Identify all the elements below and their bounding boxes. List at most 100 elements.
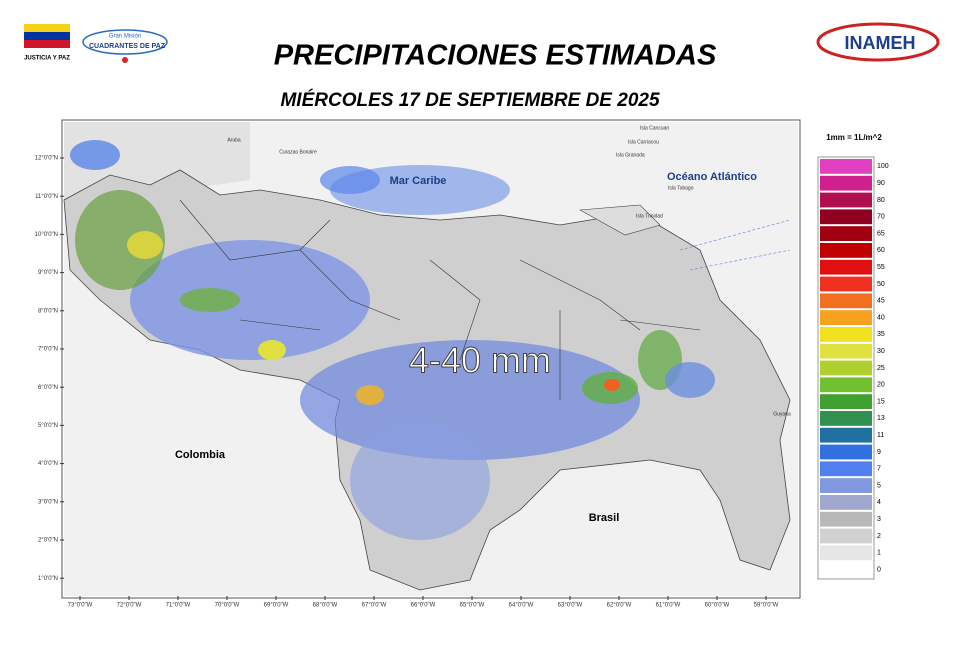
lon-tick-label: 63°0'0"W xyxy=(558,603,583,609)
lat-tick-label: 2°0'0"N xyxy=(38,538,58,544)
lon-tick-label: 67°0'0"W xyxy=(362,603,387,609)
legend-label: 0 xyxy=(877,566,881,573)
lon-tick-label: 69°0'0"W xyxy=(264,603,289,609)
legend-label: 2 xyxy=(877,533,881,540)
lon-ticks: 73°0'0"W 72°0'0"W 71°0'0"W 70°0'0"W 69°0'0"W… xyxy=(68,596,779,609)
legend-label: 50 xyxy=(877,281,885,288)
legend-label: 7 xyxy=(877,466,881,473)
legend-swatch xyxy=(820,259,872,275)
lon-tick-label: 59°0'0"W xyxy=(754,603,779,609)
legend-swatch xyxy=(820,444,872,460)
place-label: Guyana xyxy=(773,411,791,417)
legend-swatch xyxy=(820,394,872,409)
lat-tick-label: 12°0'0"N xyxy=(35,156,58,162)
lon-tick-label: 71°0'0"W xyxy=(166,603,191,609)
legend-label: 80 xyxy=(877,197,885,204)
lat-tick-label: 6°0'0"N xyxy=(38,385,58,391)
legend-swatch xyxy=(820,327,872,342)
lon-tick-label: 65°0'0"W xyxy=(460,603,485,609)
subtitle: MIÉRCOLES 17 DE SEPTIEMBRE DE 2025 xyxy=(280,89,659,111)
place-label: Colombia xyxy=(175,449,226,461)
legend-label: 5 xyxy=(877,482,881,489)
legend-label: 9 xyxy=(877,449,881,456)
legend-swatch xyxy=(820,478,872,493)
legend-label: 11 xyxy=(877,432,884,439)
lat-tick-label: 5°0'0"N xyxy=(38,423,58,429)
logo-right-ring xyxy=(816,22,940,62)
legend-swatch xyxy=(820,192,872,208)
legend-label: 25 xyxy=(877,365,885,372)
place-label: Curazao Bonaire xyxy=(279,149,317,155)
place-label: Mar Caribe xyxy=(390,175,447,187)
lat-tick-label: 10°0'0"N xyxy=(35,232,58,238)
title: PRECIPITACIONES ESTIMADAS xyxy=(274,40,717,72)
map-image xyxy=(63,122,798,596)
lat-tick-label: 9°0'0"N xyxy=(38,270,58,276)
legend-swatch xyxy=(820,360,872,376)
logo-mid-top: Gran Misión xyxy=(109,34,141,40)
legend-swatch xyxy=(820,411,872,426)
legend-swatch xyxy=(820,377,872,393)
place-label: Isla Cancuan xyxy=(640,125,669,131)
legend-swatch xyxy=(820,427,872,443)
legend-label: 35 xyxy=(877,331,885,338)
legend-label: 20 xyxy=(877,382,885,389)
legend-swatch xyxy=(820,209,872,225)
lon-tick-label: 64°0'0"W xyxy=(509,603,534,609)
place-label: Océano Atlántico xyxy=(667,171,757,183)
legend-label: 60 xyxy=(877,247,885,254)
lat-tick-label: 7°0'0"N xyxy=(38,347,58,353)
lon-tick-label: 73°0'0"W xyxy=(68,603,93,609)
legend: 1009080706560555045403530252015131197543… xyxy=(817,156,889,580)
legend-label: 13 xyxy=(877,415,885,422)
lat-tick-label: 1°0'0"N xyxy=(38,576,58,582)
legend-label: 15 xyxy=(877,398,885,405)
logo-caption: JUSTICIA Y PAZ xyxy=(24,56,70,62)
lat-tick-label: 11°0'0"N xyxy=(35,194,58,200)
lon-tick-label: 68°0'0"W xyxy=(313,603,338,609)
legend-swatch xyxy=(820,175,872,191)
place-label: Isla Tobago xyxy=(668,185,694,191)
legend-label: 1 xyxy=(877,550,881,557)
headline: 4-40 mm xyxy=(409,340,551,381)
place-label: Isla Carriacou xyxy=(628,139,659,145)
place-label: Isla Granada xyxy=(616,152,645,158)
place-label: Brasil xyxy=(589,512,620,524)
lat-tick-label: 3°0'0"N xyxy=(38,499,58,505)
legend-label: 100 xyxy=(877,163,889,170)
logo-mid xyxy=(82,29,168,63)
legend-swatch xyxy=(820,159,872,174)
lon-tick-label: 70°0'0"W xyxy=(215,603,240,609)
legend-swatch xyxy=(820,495,872,510)
legend-swatch xyxy=(820,545,872,561)
legend-swatch xyxy=(820,243,872,258)
lon-tick-label: 60°0'0"W xyxy=(705,603,730,609)
legend-label: 45 xyxy=(877,298,885,305)
legend-label: 4 xyxy=(877,499,881,506)
legend-swatch xyxy=(820,528,872,544)
lat-tick-label: 4°0'0"N xyxy=(38,461,58,467)
lat-tick-label: 8°0'0"N xyxy=(38,308,58,314)
legend-swatch xyxy=(820,343,872,359)
legend-swatch xyxy=(820,562,872,577)
legend-swatch xyxy=(820,461,872,477)
lon-tick-label: 62°0'0"W xyxy=(607,603,632,609)
legend-label: 70 xyxy=(877,214,885,221)
legend-label: 40 xyxy=(877,314,885,321)
lon-tick-label: 72°0'0"W xyxy=(117,603,142,609)
legend-swatch xyxy=(820,226,872,241)
lat-ticks: 12°0'0"N 11°0'0"N 10°0'0"N 9°0'0"N 8°0'0"N 7°… xyxy=(35,156,64,582)
legend-label: 55 xyxy=(877,264,885,271)
place-label: Aruba xyxy=(227,137,241,143)
lon-tick-label: 61°0'0"W xyxy=(656,603,681,609)
logo-mid-bottom: CUADRANTES DE PAZ xyxy=(89,43,166,50)
legend-swatch xyxy=(820,511,872,527)
legend-title: 1mm = 1L/m^2 xyxy=(826,133,882,142)
logo-right: INAMEH xyxy=(845,33,916,53)
legend-swatch xyxy=(820,310,872,325)
legend-label: 90 xyxy=(877,180,885,187)
legend-label: 3 xyxy=(877,516,881,523)
legend-label: 65 xyxy=(877,230,885,237)
place-label: Isla Trinidad xyxy=(636,213,663,219)
